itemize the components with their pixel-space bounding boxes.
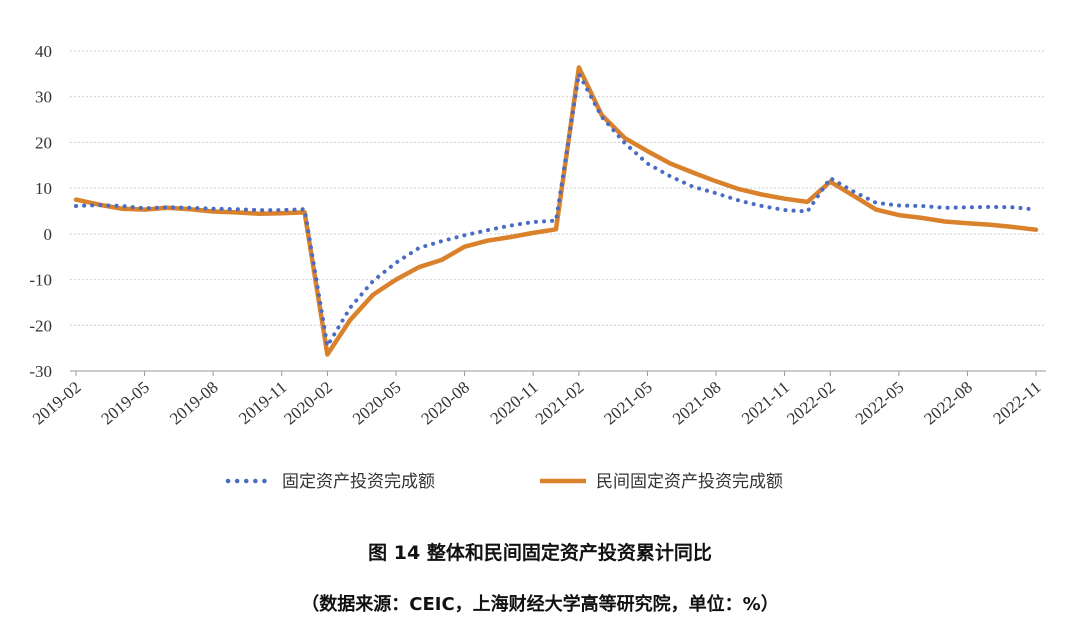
data-source-note: （数据来源：CEIC，上海财经大学高等研究院，单位：%） [301, 594, 779, 615]
x-tick-label: 2022-02 [783, 378, 839, 429]
y-tick-label: 30 [35, 88, 52, 107]
x-tick-label: 2022-05 [852, 378, 908, 429]
grid-lines [70, 50, 1046, 372]
x-tick-label: 2020-08 [418, 378, 474, 429]
y-axis-ticks: 40 30 20 10 0 -10 -20 -30 [29, 42, 52, 381]
x-tick-label: 2021-11 [738, 378, 793, 429]
y-tick-label: -20 [29, 316, 52, 335]
legend: 固定资产投资完成额 民间固定资产投资完成额 [225, 472, 783, 492]
x-tick-label: 2020-11 [487, 378, 542, 429]
x-tick-label: 2019-08 [166, 378, 222, 429]
x-tick-label: 2020-02 [280, 378, 336, 429]
y-tick-label: 0 [44, 225, 53, 244]
x-tick-label: 2020-05 [349, 378, 405, 429]
x-tick-label: 2021-08 [669, 378, 725, 429]
x-tick-label: 2021-02 [532, 378, 588, 429]
legend-label-total: 固定资产投资完成额 [282, 472, 435, 492]
line-chart: 40 30 20 10 0 -10 -20 -30 2019-02 2019-05 2019-08… [29, 42, 1046, 492]
y-tick-label: 10 [35, 179, 52, 198]
series-lines [73, 65, 1039, 357]
x-tick-label: 2019-11 [235, 378, 290, 429]
x-tick-label: 2019-02 [29, 378, 85, 429]
figure-caption: 图 14 整体和民间固定资产投资累计同比 [368, 542, 712, 564]
y-tick-label: 20 [35, 133, 52, 152]
x-tick-label: 2022-11 [989, 378, 1044, 429]
y-tick-label: -10 [29, 271, 52, 290]
series-line-private [73, 65, 1039, 357]
y-tick-label: -30 [29, 362, 52, 381]
x-tick-label: 2019-05 [98, 378, 154, 429]
x-tick-label: 2021-05 [600, 378, 656, 429]
x-tick-label: 2022-08 [920, 378, 976, 429]
legend-label-private: 民间固定资产投资完成额 [596, 472, 783, 492]
series-line-total [74, 71, 1038, 348]
y-tick-label: 40 [35, 42, 52, 61]
